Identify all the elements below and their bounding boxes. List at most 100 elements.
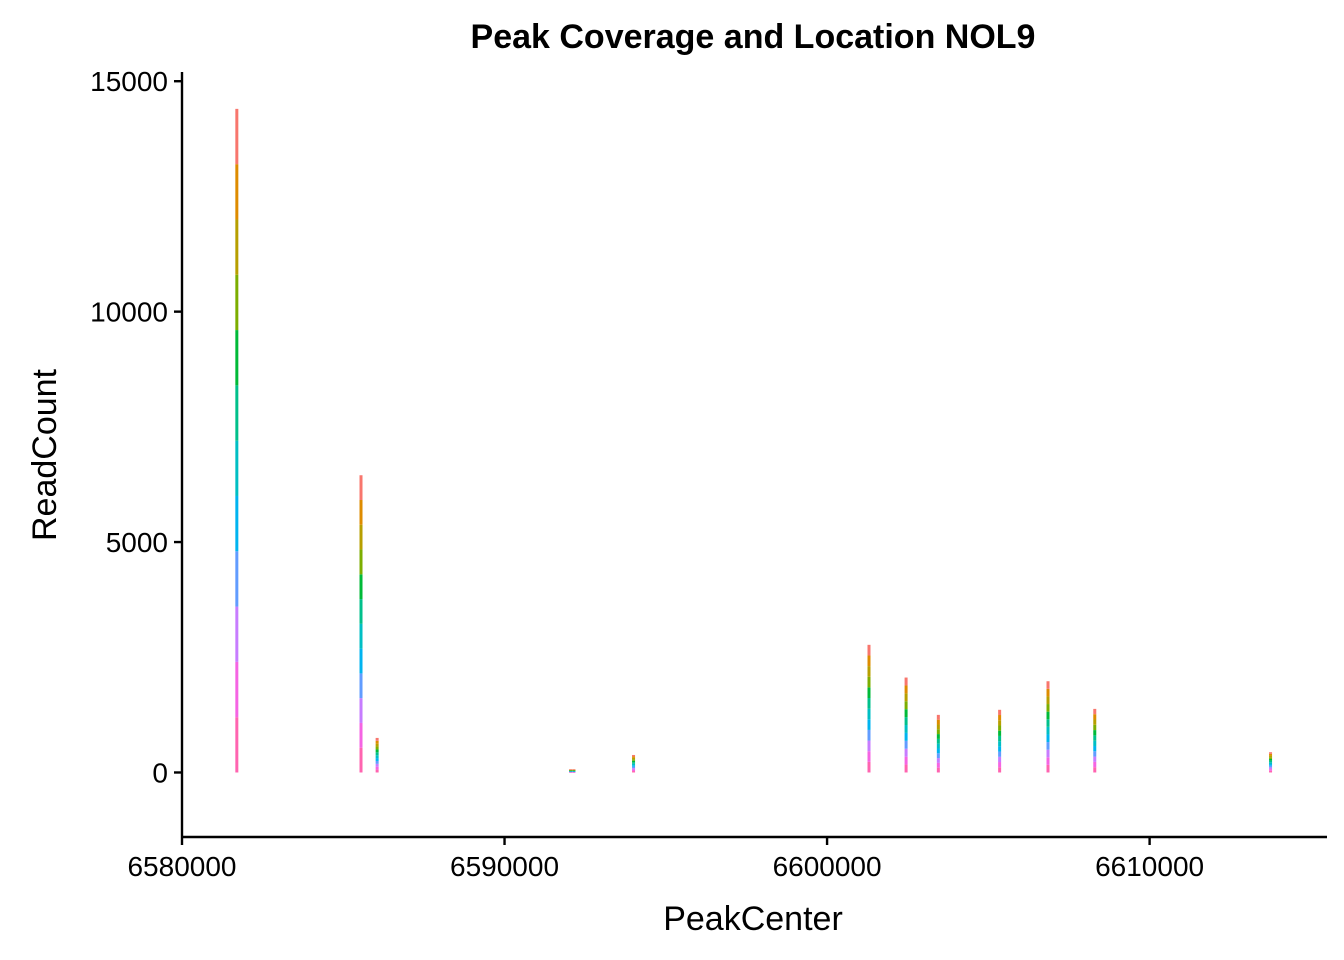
- peak-segment: [1093, 708, 1097, 715]
- peak-segment: [1046, 742, 1050, 750]
- peak-segment: [867, 644, 871, 656]
- peak-segment: [632, 766, 636, 769]
- peak-segment: [1093, 767, 1097, 773]
- peak-segment: [1269, 765, 1273, 768]
- peak-segment: [359, 599, 363, 624]
- peak-segment: [936, 758, 940, 763]
- x-tick-label: 6600000: [773, 851, 882, 882]
- peak-bar: [1269, 752, 1273, 773]
- peak-segment: [998, 725, 1002, 731]
- peak-segment: [867, 655, 871, 667]
- peak-segment: [867, 729, 871, 741]
- peak-segment: [1093, 735, 1097, 741]
- peak-segment: [632, 754, 636, 757]
- peak-segment: [998, 730, 1002, 736]
- peak-segment: [1093, 756, 1097, 762]
- peak-segment: [998, 751, 1002, 757]
- peak-segment: [904, 764, 908, 773]
- peak-bar: [572, 769, 576, 773]
- peak-segment: [359, 673, 363, 699]
- peak-segment: [375, 737, 379, 741]
- peak-segment: [359, 747, 363, 773]
- peak-segment: [632, 757, 636, 760]
- peak-segment: [998, 735, 1002, 742]
- peak-segment: [867, 666, 871, 677]
- peak-segment: [1093, 761, 1097, 768]
- peak-segment: [904, 740, 908, 749]
- peak-segment: [1269, 762, 1273, 765]
- peak-segment: [235, 606, 239, 662]
- peak-segment: [1269, 764, 1273, 766]
- peak-bar: [904, 677, 908, 773]
- peak-segment: [998, 767, 1002, 773]
- peak-segment: [998, 709, 1002, 716]
- peak-segment: [867, 687, 871, 699]
- peak-segment: [904, 677, 908, 686]
- y-axis-title: ReadCount: [26, 368, 64, 541]
- peak-segment: [1046, 681, 1050, 689]
- peak-segment: [867, 698, 871, 709]
- peak-segment: [1046, 704, 1050, 712]
- peak-segment: [375, 752, 379, 756]
- peak-segment: [998, 746, 1002, 752]
- peak-segment: [1269, 753, 1273, 756]
- peak-segment: [1046, 719, 1050, 727]
- peak-segment: [1269, 769, 1273, 771]
- peak-segment: [1093, 730, 1097, 736]
- peak-segment: [1093, 714, 1097, 720]
- peak-segment: [235, 330, 239, 386]
- peak-segment: [632, 771, 636, 773]
- peak-bar: [998, 709, 1002, 773]
- peak-segment: [904, 709, 908, 718]
- peak-segment: [235, 219, 239, 275]
- peak-segment: [235, 495, 239, 552]
- peak-segment: [359, 475, 363, 501]
- peak-segment: [936, 729, 940, 735]
- peak-segment: [375, 758, 379, 761]
- peak-segment: [1046, 696, 1050, 705]
- peak-segment: [359, 623, 363, 649]
- peak-segment: [359, 500, 363, 525]
- peak-segment: [375, 749, 379, 753]
- peak-bar: [569, 769, 573, 773]
- peak-segment: [998, 720, 1002, 726]
- peak-segment: [867, 676, 871, 688]
- peak-segment: [1046, 764, 1050, 773]
- peak-segment: [936, 724, 940, 730]
- peak-segment: [359, 698, 363, 723]
- y-axis-ticks: 0 5000 10000 15000: [90, 66, 182, 788]
- x-tick-label: 6580000: [127, 851, 236, 882]
- peak-segment: [1093, 751, 1097, 757]
- peak-bar: [235, 108, 239, 773]
- y-tick-label: 15000: [90, 66, 168, 97]
- peak-segment: [235, 661, 239, 718]
- peak-segment: [904, 701, 908, 710]
- peak-segment: [235, 164, 239, 220]
- peak-segment: [359, 574, 363, 600]
- peak-segment: [998, 741, 1002, 747]
- peak-bar: [632, 754, 636, 773]
- x-tick-label: 6610000: [1095, 851, 1204, 882]
- peak-segment: [359, 549, 363, 575]
- peak-segment: [375, 760, 379, 764]
- chart-title: Peak Coverage and Location NOL9: [471, 18, 1036, 56]
- peak-segment: [375, 746, 379, 750]
- x-tick-label: 6590000: [450, 851, 559, 882]
- peak-segment: [1269, 760, 1273, 763]
- peak-segment: [1046, 749, 1050, 758]
- peak-segment: [998, 762, 1002, 768]
- peak-segment: [867, 708, 871, 720]
- peak-segment: [632, 762, 636, 764]
- peak-segment: [904, 748, 908, 757]
- peak-segment: [936, 738, 940, 744]
- peak-segment: [1269, 767, 1273, 770]
- peak-segment: [1093, 724, 1097, 731]
- peak-segment: [998, 756, 1002, 763]
- peak-segment: [998, 715, 1002, 721]
- peak-segment: [235, 717, 239, 773]
- peak-segment: [1046, 734, 1050, 743]
- peak-segment: [375, 766, 379, 770]
- peak-segment: [904, 693, 908, 702]
- x-axis-ticks: 6580000 6590000 6600000 6610000: [127, 837, 1204, 882]
